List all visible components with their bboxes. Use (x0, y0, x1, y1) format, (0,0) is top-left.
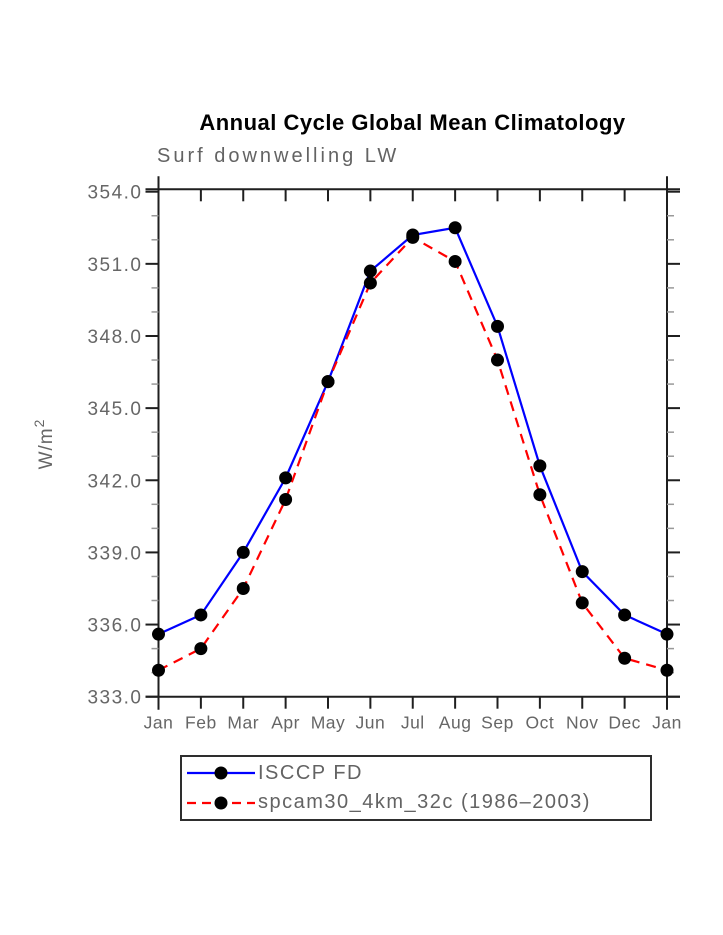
data-point (618, 608, 632, 622)
series-markers-0 (152, 221, 674, 641)
data-point (279, 493, 293, 507)
y-tick-label: 351.0 (87, 255, 142, 276)
y-tick-label: 342.0 (87, 471, 142, 492)
data-point (448, 254, 462, 268)
y-tick-label: 339.0 (87, 543, 142, 564)
x-tick-label: Jul (401, 713, 425, 733)
x-tick-label: Apr (271, 713, 300, 733)
legend-label: ISCCP FD (258, 761, 363, 784)
axis-frame (145, 176, 680, 710)
y-axis-title: W/m2 (31, 419, 57, 470)
data-point (533, 488, 547, 502)
legend-row: ISCCP FD (186, 759, 646, 788)
x-tick-labels: Jan Feb Mar Apr May Jun Jul Aug Sep Oct Nov Dec Jan (144, 713, 682, 733)
y-tick-label: 354.0 (87, 183, 142, 204)
data-point (491, 319, 504, 333)
data-point (533, 459, 547, 473)
legend-line-sample-dashed (187, 796, 255, 810)
x-tick-label: Oct (526, 713, 555, 733)
series-path (158, 226, 668, 636)
data-point (321, 375, 335, 389)
data-point (236, 581, 250, 595)
series-line-1 (157, 236, 668, 672)
data-point (194, 608, 208, 622)
x-ticks (157, 189, 668, 709)
legend-line-sample-solid (187, 766, 255, 780)
data-point (236, 545, 250, 559)
series-path (157, 236, 668, 672)
y-tick-label: 345.0 (87, 399, 142, 420)
data-point (448, 221, 462, 235)
chart-title: Annual Cycle Global Mean Climatology (199, 110, 626, 135)
y-tick-label: 336.0 (87, 616, 142, 637)
legend-label: spcam30_4km_32c (1986–2003) (258, 791, 591, 814)
data-point (575, 565, 589, 579)
x-tick-label: Jan (652, 713, 682, 733)
legend-sample-marker (214, 796, 228, 810)
data-point (194, 642, 208, 656)
x-tick-label: Jan (144, 713, 174, 733)
x-tick-label: Aug (439, 713, 472, 733)
x-tick-label: Sep (481, 713, 514, 733)
data-point (279, 471, 293, 485)
data-point (363, 276, 377, 290)
legend-sample-marker (214, 766, 228, 780)
y-tick-labels: 354.0 351.0 348.0 345.0 342.0 339.0 336.0 333.0 (87, 183, 142, 709)
data-point (618, 651, 632, 665)
data-point (152, 663, 165, 677)
chart-subtitle: Surf downwelling LW (157, 145, 400, 167)
x-tick-label: Dec (608, 713, 641, 733)
x-tick-label: May (311, 713, 346, 733)
x-tick-label: Mar (227, 713, 259, 733)
y-tick-label: 333.0 (87, 688, 142, 709)
legend: ISCCP FD spcam30_4km_32c (1986–2003) (180, 755, 652, 821)
data-point (152, 627, 165, 641)
data-point (491, 353, 504, 367)
x-tick-label: Jun (356, 713, 386, 733)
data-point (660, 663, 674, 677)
y-tick-label: 348.0 (87, 327, 142, 348)
data-point (406, 230, 420, 244)
legend-row: spcam30_4km_32c (1986–2003) (186, 789, 646, 818)
x-tick-label: Nov (566, 713, 599, 733)
y-ticks (145, 190, 680, 698)
series-line-0 (158, 226, 668, 636)
x-tick-label: Feb (185, 713, 217, 733)
data-point (660, 627, 674, 641)
data-point (575, 596, 589, 610)
y-axis-title-text: W/m2 (31, 419, 57, 470)
data-point (363, 264, 377, 278)
series-markers-1 (152, 230, 674, 677)
